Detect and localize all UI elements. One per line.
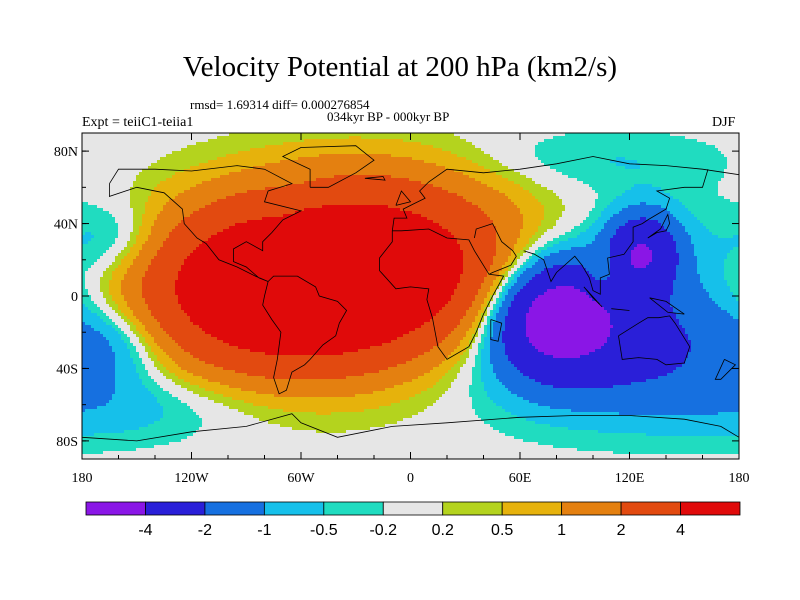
colorbar-swatch (621, 502, 680, 515)
colorbar-label: -0.5 (310, 522, 338, 539)
colorbar-swatch (86, 502, 145, 515)
x-tick-label: 0 (407, 471, 414, 486)
colorbar-swatch (264, 502, 323, 515)
velocity-potential-field (82, 133, 740, 461)
colorbar-swatch (383, 502, 442, 515)
y-tick-label: 40N (54, 218, 78, 233)
colorbar: -4 -2 -1 -0.5 -0.2 0.2 0.5 1 2 4 (86, 502, 740, 539)
colorbar-label: 0.5 (491, 522, 513, 539)
colorbar-swatch (145, 502, 204, 515)
x-tick-label: 60E (509, 471, 532, 486)
colorbar-label: -2 (198, 522, 212, 539)
chart-figure: 180 120W 60W 0 60E 120E 18080N40N040S80S -4 -2-… (0, 0, 800, 600)
colorbar-swatch (681, 502, 740, 515)
colorbar-label: 1 (557, 522, 566, 539)
colorbar-label: -1 (257, 522, 271, 539)
x-tick-label: 180 (72, 471, 93, 486)
colorbar-label: -4 (138, 522, 152, 539)
y-tick-label: 40S (56, 362, 78, 377)
colorbar-swatch (562, 502, 621, 515)
colorbar-swatch (443, 502, 502, 515)
colorbar-swatch (502, 502, 561, 515)
colorbar-swatch (205, 502, 264, 515)
colorbar-label: 4 (676, 522, 685, 539)
colorbar-swatch (324, 502, 383, 515)
y-tick-label: 0 (71, 290, 78, 305)
x-tick-label: 60W (287, 471, 315, 486)
x-tick-label: 120E (615, 471, 645, 486)
y-tick-label: 80N (54, 145, 78, 160)
x-tick-label: 120W (174, 471, 209, 486)
y-tick-label: 80S (56, 435, 78, 450)
colorbar-label: 0.2 (432, 522, 454, 539)
x-tick-label: 180 (729, 471, 750, 486)
colorbar-label: 2 (617, 522, 626, 539)
colorbar-label: -0.2 (369, 522, 397, 539)
